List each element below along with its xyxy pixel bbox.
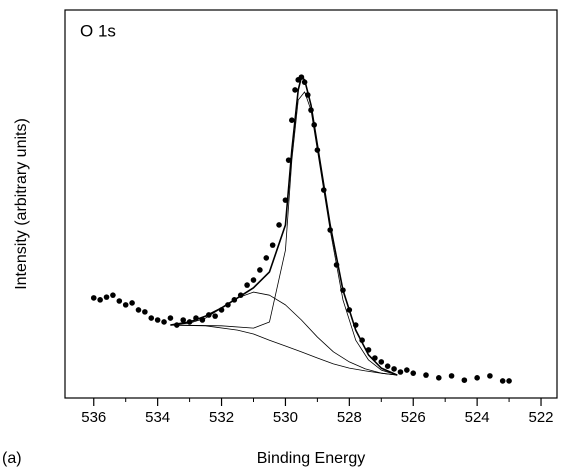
- data-point: [499, 378, 506, 384]
- data-point: [423, 372, 429, 378]
- data-point: [461, 377, 468, 383]
- data-point: [391, 366, 397, 372]
- data-point: [148, 315, 155, 321]
- data-point: [244, 282, 250, 288]
- data-point: [289, 117, 295, 123]
- fit-curve: [170, 291, 398, 376]
- data-point: [474, 375, 480, 381]
- fit-curve: [170, 91, 398, 376]
- data-point: [250, 277, 257, 283]
- data-point: [90, 295, 97, 301]
- data-point: [116, 298, 123, 304]
- x-tick-label: 526: [401, 409, 426, 426]
- data-point: [142, 309, 148, 315]
- data-point: [384, 363, 391, 369]
- data-point: [129, 300, 135, 306]
- data-point: [404, 367, 410, 373]
- x-tick-label: 530: [273, 409, 298, 426]
- data-point: [410, 370, 417, 376]
- data-point: [506, 378, 512, 384]
- x-tick-label: 534: [145, 409, 170, 426]
- x-tick-label: 524: [465, 409, 490, 426]
- data-point: [161, 319, 167, 325]
- data-point: [135, 307, 142, 313]
- fit-curve: [170, 76, 398, 376]
- y-axis-label: Intensity (arbitrary units): [13, 118, 30, 290]
- annotation: O 1s: [80, 21, 116, 40]
- data-point: [487, 373, 493, 379]
- x-tick-label: 536: [81, 409, 106, 426]
- data-point: [435, 375, 442, 381]
- data-point: [97, 297, 103, 303]
- data-point: [292, 87, 298, 93]
- data-point: [257, 267, 263, 273]
- data-point: [263, 255, 270, 261]
- data-point: [110, 292, 116, 298]
- data-point: [397, 369, 404, 375]
- panel-label: (a): [2, 450, 22, 467]
- data-point: [167, 315, 174, 321]
- fit-curve: [170, 324, 398, 376]
- x-tick-label: 528: [337, 409, 362, 426]
- data-point: [154, 317, 161, 323]
- data-point: [122, 302, 129, 308]
- data-point: [269, 242, 276, 248]
- data-point: [103, 294, 110, 300]
- data-point: [448, 373, 455, 379]
- x-tick-label: 522: [529, 409, 554, 426]
- data-point: [212, 313, 218, 319]
- x-tick-label: 532: [209, 409, 234, 426]
- data-point: [180, 317, 187, 323]
- x-axis-label: Binding Energy: [257, 450, 366, 467]
- data-point: [378, 359, 385, 365]
- plot-frame: [64, 9, 558, 399]
- data-point: [276, 222, 282, 228]
- data-point: [285, 157, 292, 163]
